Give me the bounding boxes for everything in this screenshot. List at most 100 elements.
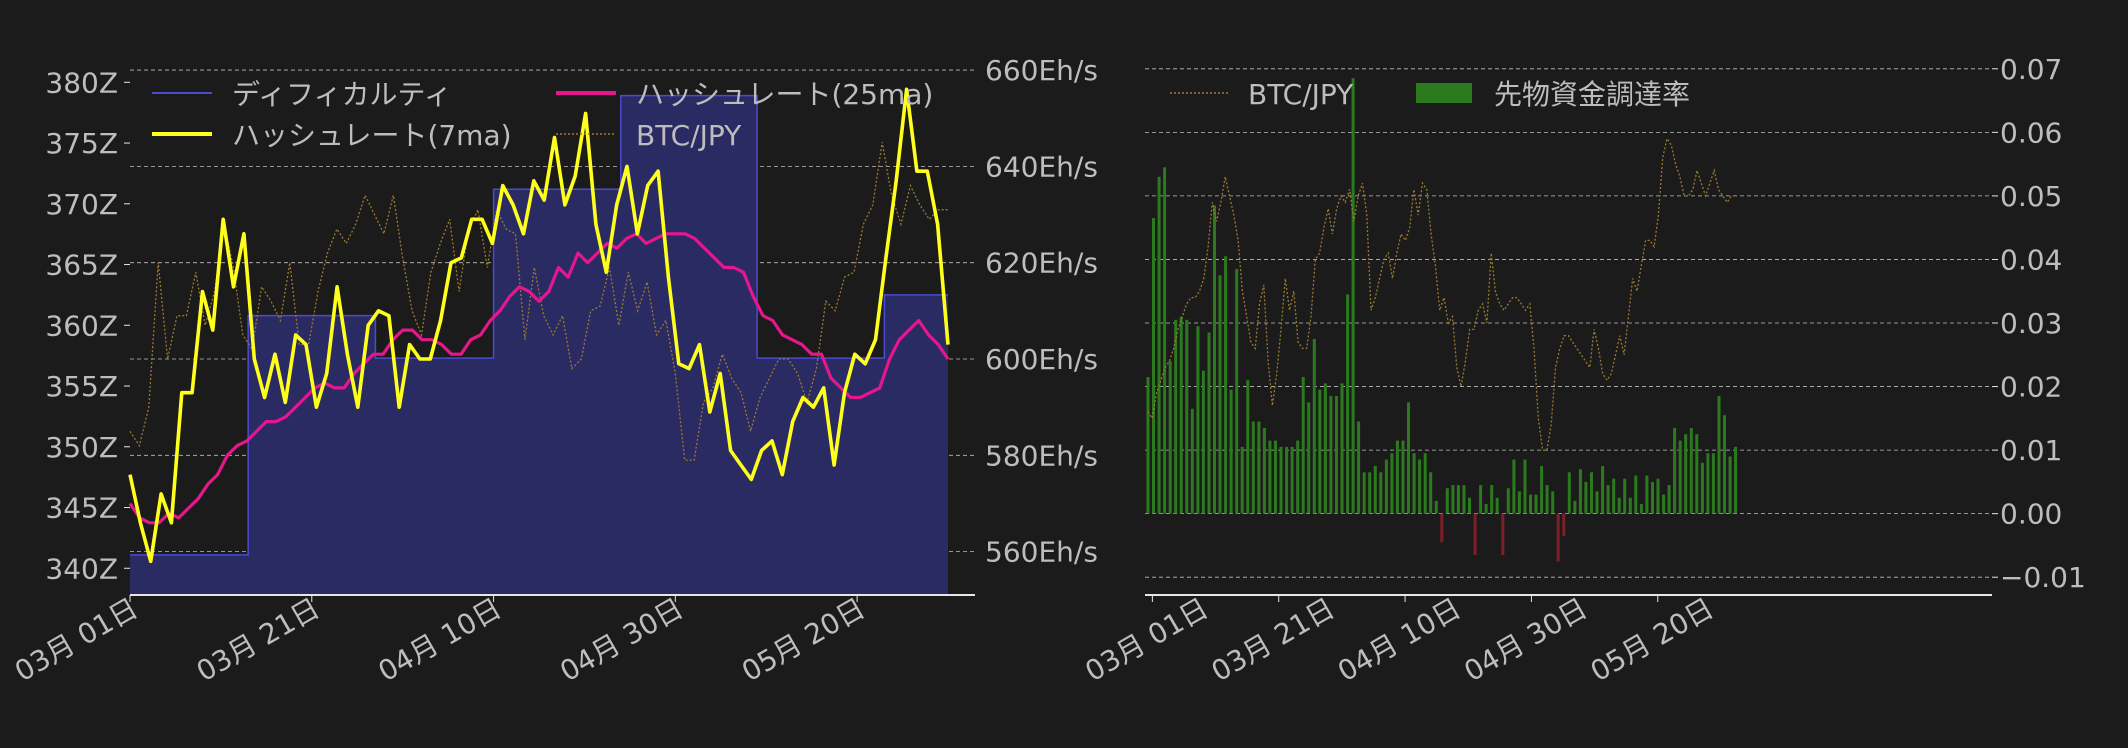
funding-bar [1168, 361, 1172, 514]
funding-bar [1590, 472, 1593, 514]
funding-bar [1545, 485, 1549, 514]
funding-rate-bars [1146, 78, 1738, 562]
funding-bar [1512, 459, 1516, 514]
funding-bar [1656, 478, 1660, 514]
funding-bar [1678, 440, 1682, 514]
funding-bar [1335, 396, 1338, 514]
legend-label-btcjpy-right: BTC/JPY [1248, 78, 1354, 111]
funding-bar [1401, 440, 1405, 514]
funding-bar [1728, 456, 1732, 514]
funding-bar [1146, 377, 1150, 514]
funding-bar [1179, 316, 1183, 514]
funding-bar [1584, 481, 1588, 514]
funding-bar [1251, 421, 1255, 514]
left-y-tick-label: 355Z [45, 370, 118, 403]
funding-bar [1479, 485, 1483, 514]
funding-bar [1734, 446, 1738, 514]
funding-bar [1224, 256, 1228, 514]
funding-bar [1262, 427, 1266, 514]
left-y-tick-label: 365Z [45, 249, 118, 282]
left-legend: ディフィカルティ ハッシュレート(25ma) ハッシュレート(7ma) BTC/… [152, 78, 933, 152]
funding-bar [1418, 459, 1422, 514]
right-y-tick-label: 600Eh/s [985, 343, 1098, 376]
funding-bar [1645, 475, 1649, 514]
funding-bar [1351, 78, 1355, 514]
funding-bar [1529, 494, 1532, 514]
right-y-tick-label: 0.07 [2000, 53, 2062, 86]
funding-bar [1384, 459, 1388, 514]
funding-bar [1689, 427, 1693, 514]
funding-bar [1595, 491, 1599, 514]
funding-bar [1207, 332, 1211, 514]
funding-bar [1634, 475, 1638, 514]
left-y-tick-label: 375Z [45, 127, 118, 160]
funding-bar [1163, 167, 1167, 514]
right-y-tick-label: 580Eh/s [985, 439, 1098, 472]
funding-bar [1362, 472, 1366, 514]
left-y-tick-label: 370Z [45, 188, 118, 221]
legend-swatch-funding [1416, 83, 1472, 103]
left-y-tick-label: 340Z [45, 552, 118, 585]
funding-bar [1684, 434, 1688, 514]
funding-bar [1152, 218, 1155, 514]
right-y-tick-label: 660Eh/s [985, 54, 1098, 87]
funding-bar [1484, 504, 1488, 514]
funding-bar [1440, 513, 1444, 543]
funding-bar [1213, 205, 1216, 514]
funding-bar [1601, 466, 1605, 514]
funding-bar [1711, 453, 1715, 514]
funding-bar [1229, 389, 1233, 514]
funding-bar [1567, 472, 1571, 514]
funding-bar [1412, 453, 1416, 514]
legend-label-hashrate-7ma: ハッシュレート(7ma) [232, 119, 512, 152]
right-y-tick-label: −0.01 [2000, 561, 2086, 594]
funding-bar [1274, 440, 1277, 514]
funding-bar [1717, 396, 1721, 514]
funding-bar [1534, 494, 1538, 514]
funding-bar [1456, 485, 1460, 514]
funding-bar [1268, 440, 1272, 514]
hashrate-25ma-line [128, 232, 950, 525]
funding-bar [1628, 497, 1632, 514]
legend-label-funding: 先物資金調達率 [1494, 78, 1690, 111]
right-y-tick-label: 0.00 [2000, 498, 2062, 531]
funding-bar [1301, 377, 1305, 514]
funding-bar [1667, 485, 1671, 514]
funding-bar [1706, 453, 1710, 514]
legend-label-btcjpy: BTC/JPY [636, 119, 742, 152]
legend-label-difficulty: ディフィカルティ [232, 78, 452, 111]
funding-bar [1623, 478, 1627, 514]
funding-bar [1340, 383, 1344, 514]
funding-bar [1174, 319, 1178, 514]
right-y-axis-ticks: −0.01 0.00 0.01 0.02 0.03 0.04 0.05 0.06 0.07 [1992, 53, 2086, 594]
right-legend: BTC/JPY 先物資金調達率 [1170, 78, 1690, 111]
funding-bar [1218, 275, 1222, 514]
funding-bar [1490, 485, 1494, 514]
funding-bar [1357, 421, 1361, 514]
funding-bar [1290, 446, 1294, 514]
left-y-tick-label: 360Z [45, 309, 118, 342]
funding-bar [1296, 440, 1300, 514]
funding-bar [1429, 472, 1433, 514]
funding-bar [1673, 427, 1677, 514]
right-y-tick-label: 0.04 [2000, 243, 2062, 276]
left-y-tick-label: 350Z [45, 431, 118, 464]
left-y-axis-right-ticks: 560Eh/s 580Eh/s 600Eh/s 620Eh/s 640Eh/s 660Eh… [985, 54, 1098, 569]
funding-bar [1562, 513, 1566, 536]
funding-bar [1312, 338, 1316, 514]
funding-bar [1462, 485, 1466, 514]
right-y-tick-label: 0.05 [2000, 180, 2062, 213]
right-y-tick-label: 560Eh/s [985, 536, 1098, 569]
funding-bar [1257, 421, 1261, 514]
left-y-axis-left-ticks: 340Z 345Z 350Z 355Z 360Z 365Z 370Z 375Z 380Z [45, 66, 130, 585]
funding-bar [1523, 459, 1527, 514]
left-y-tick-label: 380Z [45, 66, 118, 99]
funding-bar [1407, 402, 1410, 514]
funding-bar [1246, 380, 1250, 514]
funding-bar [1329, 396, 1333, 514]
funding-bar [1578, 469, 1582, 514]
funding-bar [1196, 326, 1200, 514]
funding-bar [1700, 462, 1704, 514]
funding-bar [1346, 294, 1350, 514]
funding-bar [1695, 434, 1699, 514]
